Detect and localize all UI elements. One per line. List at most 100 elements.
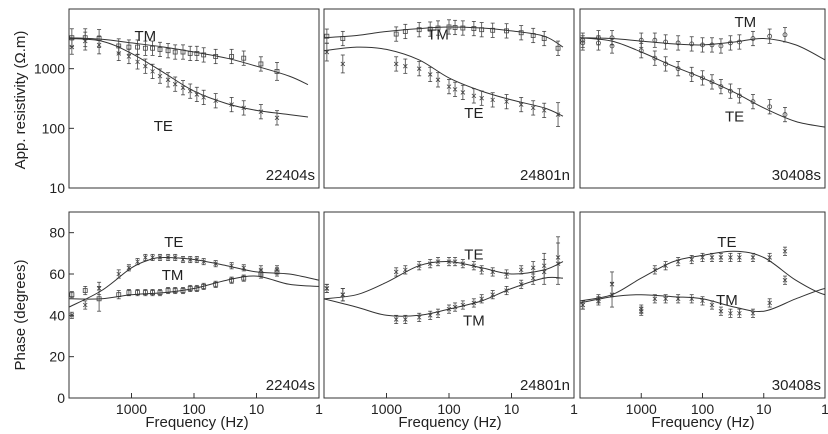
panel-phase-30408s-series-te-point bbox=[737, 252, 742, 263]
panel-apparent-resistivity-24801n-series-te-model-curve bbox=[324, 46, 564, 117]
x-axis-label-col3: Frequency (Hz) bbox=[651, 414, 754, 431]
panel-apparent-resistivity-30408s-series-tm-point bbox=[767, 28, 773, 44]
marker-square bbox=[172, 288, 178, 293]
marker-cross bbox=[157, 73, 163, 79]
panel-apparent-resistivity-24801n-series-te-point bbox=[340, 54, 346, 74]
panel-phase-30408s-series-tm-point bbox=[737, 308, 742, 318]
panel-apparent-resistivity-24801n-series-tm-point bbox=[490, 22, 496, 38]
panel-apparent-resistivity-24801n-series-te-point bbox=[452, 81, 458, 97]
marker-cross bbox=[143, 63, 148, 69]
marker-cross bbox=[393, 61, 399, 67]
marker-cross bbox=[135, 259, 140, 264]
panel-phase-22404s-series-tm-point bbox=[82, 285, 88, 296]
panel-phase-24801n-series-tm-point bbox=[427, 310, 433, 320]
panel-phase-24801n-xtick-label: 1 bbox=[570, 401, 578, 417]
panel-phase-24801n-series-tm-point bbox=[541, 259, 547, 285]
panel-apparent-resistivity-24801n-series-te-point bbox=[518, 97, 524, 113]
marker-cross bbox=[116, 51, 122, 56]
panel-phase-24801n-series-tm-point bbox=[340, 288, 346, 302]
marker-square bbox=[194, 51, 200, 56]
panel-phase-30408s-series-te-point bbox=[728, 252, 733, 263]
panel-apparent-resistivity-30408s-station-label: 30408s bbox=[772, 167, 821, 184]
panel-apparent-resistivity-22404s-series-tm-point bbox=[201, 47, 207, 63]
panel-phase-22404s-xtick-label: 1000 bbox=[116, 401, 147, 417]
marker-cross bbox=[709, 255, 715, 260]
panel-phase-22404s-series-te-point bbox=[82, 300, 88, 310]
panel-apparent-resistivity-30408s: TM TE 30408s bbox=[579, 8, 826, 189]
panel-phase-22404s-series-tm-point bbox=[241, 274, 247, 282]
marker-square bbox=[471, 26, 477, 31]
panel-apparent-resistivity-24801n-series-tm-point bbox=[541, 30, 547, 47]
marker-cross bbox=[518, 267, 524, 273]
panel-phase-30408s-series-te-point bbox=[718, 252, 724, 263]
marker-square bbox=[150, 290, 155, 296]
panel-apparent-resistivity-22404s-series-tm-point bbox=[172, 44, 178, 60]
panel-phase-22404s-frame bbox=[68, 211, 320, 399]
marker-cross bbox=[782, 248, 788, 254]
panel-phase-22404s: 0 20 40 60 80 1000 100 10 1 TE TM 22404s bbox=[49, 211, 323, 417]
panel-apparent-resistivity-22404s-station-label: 22404s bbox=[266, 167, 315, 184]
panel-phase-30408s-series-te-point bbox=[675, 257, 681, 267]
panel-apparent-resistivity-24801n-series-te-point bbox=[427, 66, 433, 83]
panel-phase-30408s-series-te-point bbox=[700, 252, 705, 263]
panel-apparent-resistivity-22404s: 10 100 1000 TM TE 22404s bbox=[34, 8, 320, 196]
panel-apparent-resistivity-22404s-series-te bbox=[69, 31, 280, 126]
panel-phase-24801n-series-te-point bbox=[518, 265, 524, 275]
panel-phase-24801n-series-tm-point bbox=[393, 314, 399, 325]
marker-cross bbox=[750, 255, 756, 260]
panel-apparent-resistivity-30408s-series-tm-point bbox=[689, 36, 695, 52]
panel-phase-30408s-series-te-point bbox=[709, 252, 715, 263]
marker-cross bbox=[718, 255, 724, 260]
marker-cross bbox=[126, 54, 132, 59]
panel-phase-22404s-series-te-point bbox=[150, 253, 155, 261]
panel-apparent-resistivity-22404s-series-tm-point bbox=[274, 62, 280, 81]
panel-phase-22404s-ytick-label: 80 bbox=[49, 225, 65, 241]
marker-cross bbox=[165, 77, 171, 83]
marker-square bbox=[555, 45, 561, 51]
panel-apparent-resistivity-24801n-series-tm-point bbox=[471, 21, 477, 37]
marker-cross bbox=[700, 255, 705, 260]
marker-circle bbox=[767, 104, 773, 110]
marker-cross bbox=[143, 255, 148, 260]
panel-apparent-resistivity-22404s-series-tm-point bbox=[258, 56, 264, 72]
marker-cross bbox=[504, 99, 509, 104]
panel-apparent-resistivity-22404s-series-tm-point bbox=[194, 45, 200, 61]
marker-cross bbox=[530, 265, 536, 271]
marker-cross bbox=[393, 317, 399, 322]
panel-apparent-resistivity-22404s-series-tm bbox=[69, 28, 280, 81]
panel-apparent-resistivity-22404s-series-te-point bbox=[82, 31, 88, 51]
marker-square bbox=[213, 281, 219, 287]
marker-cross bbox=[340, 61, 346, 67]
panel-phase-30408s-series-tm-model-curve bbox=[580, 287, 825, 313]
panel-phase-24801n-series-tm-point bbox=[416, 312, 422, 322]
marker-cross bbox=[324, 286, 330, 291]
marker-square bbox=[229, 54, 235, 59]
marker-cross bbox=[728, 255, 733, 260]
panel-apparent-resistivity-22404s-series-te-point bbox=[201, 89, 206, 105]
marker-cross bbox=[82, 302, 88, 308]
panel-apparent-resistivity-24801n-series-te-point bbox=[324, 42, 330, 62]
panel-phase-22404s-xtick-label: 10 bbox=[249, 401, 265, 417]
marker-square bbox=[416, 27, 422, 33]
panel-apparent-resistivity-22404s-ytick-label: 100 bbox=[42, 120, 66, 136]
panel-phase-30408s-station-label: 30408s bbox=[772, 377, 821, 394]
panel-apparent-resistivity-24801n-plot-area bbox=[324, 19, 564, 127]
panels-layer: 101001000TMTE22404sTMTE24801nTMTE30408s0… bbox=[34, 8, 828, 417]
panel-phase-30408s-plot-area bbox=[580, 246, 825, 318]
panel-apparent-resistivity-30408s-series-tm-point bbox=[675, 35, 681, 51]
marker-square bbox=[150, 45, 155, 51]
panel-phase-30408s-series-tm-point bbox=[638, 306, 644, 316]
panel-phase-22404s-series-tm-point bbox=[116, 290, 122, 300]
panel-phase-30408s-series-tm-point bbox=[652, 294, 658, 304]
panel-apparent-resistivity-24801n-series-te-point bbox=[541, 102, 547, 118]
panel-apparent-resistivity-22404s-series-te-point bbox=[116, 45, 122, 61]
marker-cross bbox=[530, 275, 536, 281]
panel-apparent-resistivity-22404s-plot-area bbox=[69, 28, 309, 126]
panel-phase-24801n-series-tm-point bbox=[460, 300, 466, 310]
panel-phase-24801n-annotation-te: TE bbox=[464, 247, 483, 264]
panel-phase-30408s-series-tm-point bbox=[709, 300, 715, 310]
panel-phase-22404s-series-te-point bbox=[180, 256, 186, 264]
panel-phase-24801n-plot-area bbox=[324, 236, 564, 325]
panel-apparent-resistivity-22404s-series-te-point bbox=[172, 76, 178, 92]
panel-phase-30408s-annotation-te: TE bbox=[717, 234, 736, 251]
